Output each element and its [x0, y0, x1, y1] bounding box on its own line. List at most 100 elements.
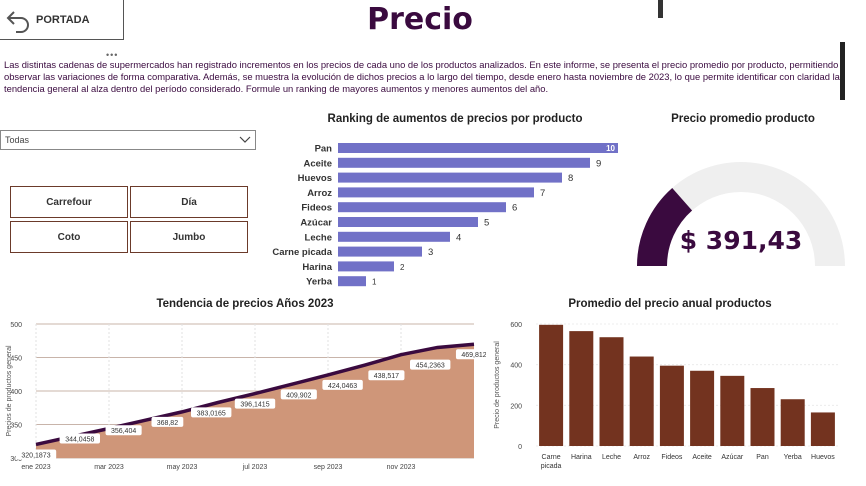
- annual-y-tick-label: 600: [510, 322, 522, 329]
- trend-data-label: 469,812: [461, 352, 486, 359]
- scrollbar-thumb[interactable]: [840, 42, 845, 100]
- annual-category-label: Carne: [542, 454, 561, 461]
- trend-x-tick-label: may 2023: [167, 464, 198, 471]
- trend-data-label-box: [280, 389, 317, 400]
- annual-bar: [599, 337, 624, 446]
- ranking-category-label: Yerba: [306, 277, 333, 288]
- ranking-bar: [338, 217, 478, 227]
- trend-data-label-box: [455, 349, 486, 360]
- ranking-value-label: 3: [428, 247, 433, 258]
- trend-data-label-box: [410, 359, 451, 370]
- annual-bar: [780, 399, 805, 446]
- trend-y-tick-label: 450: [10, 356, 22, 363]
- trend-x-tick-label: nov 2023: [387, 464, 416, 471]
- ranking-category-label: Arroz: [307, 188, 332, 199]
- ranking-bar: [338, 172, 562, 183]
- annual-bar: [690, 370, 715, 446]
- store-filter-dropdown[interactable]: Todas: [0, 130, 256, 150]
- ranking-category-label: Pan: [315, 144, 333, 155]
- annual-category-label: Azúcar: [721, 454, 743, 461]
- ranking-category-label: Carne picada: [272, 247, 332, 258]
- annual-category-label: picada: [541, 463, 562, 470]
- annual-category-label: Pan: [756, 454, 769, 461]
- annual-y-tick-label: 0: [518, 444, 522, 451]
- trend-area-chart: Precios de productos general 500 450 400 350…: [6, 322, 486, 471]
- trend-data-label-box: [368, 370, 405, 381]
- trend-x-tick-label: mar 2023: [94, 464, 124, 471]
- ranking-bar: [338, 202, 506, 213]
- trend-data-label-box: [234, 398, 276, 409]
- trend-data-label: 344,0458: [65, 436, 94, 443]
- gauge-fill: [637, 187, 693, 266]
- gauge-track: [637, 162, 845, 266]
- annual-category-label: Aceite: [692, 454, 712, 461]
- annual-chart-title: Promedio del precio anual productos: [568, 298, 772, 310]
- ranking-value-label: 6: [512, 203, 517, 214]
- ranking-value-label: 9: [596, 158, 601, 169]
- annual-y-axis-label: Precio de productos general: [494, 341, 501, 429]
- trend-data-label: 383,0165: [197, 410, 226, 417]
- trend-data-label: 454,2363: [416, 363, 445, 370]
- store-button-dia[interactable]: Día: [130, 186, 248, 218]
- trend-data-label: 368,82: [157, 420, 179, 427]
- trend-y-tick-label: 350: [10, 423, 22, 430]
- ranking-bar: [338, 246, 422, 257]
- ranking-value-label: 7: [540, 188, 545, 199]
- annual-bar: [810, 412, 835, 446]
- annual-y-tick-label: 200: [510, 403, 522, 410]
- trend-data-label-box: [15, 449, 57, 460]
- trend-x-tick-label: sep 2023: [314, 464, 343, 471]
- ranking-value-label: 1: [372, 278, 377, 287]
- ranking-bar: [338, 143, 618, 153]
- ranking-bar: [338, 231, 450, 242]
- store-button-carrefour[interactable]: Carrefour: [10, 186, 128, 218]
- ranking-value-label: 8: [568, 173, 573, 184]
- trend-data-label: 424,0463: [328, 383, 357, 390]
- back-arrow-icon: [6, 10, 29, 33]
- trend-y-axis-label: Precios de productos general: [6, 345, 13, 436]
- trend-data-label: 438,517: [374, 373, 399, 380]
- divider-bar: [658, 0, 663, 18]
- trend-chart-title: Tendencia de precios Años 2023: [156, 298, 334, 310]
- gauge-value-label: $ 391,43: [679, 226, 803, 255]
- trend-data-label-box: [151, 416, 184, 427]
- annual-bar: [539, 324, 564, 446]
- ranking-category-label: Harina: [302, 262, 332, 273]
- more-options-icon[interactable]: •••: [106, 50, 119, 60]
- ranking-bar: [338, 187, 534, 198]
- store-button-coto[interactable]: Coto: [10, 221, 128, 253]
- portada-back-button[interactable]: PORTADA: [0, 0, 124, 40]
- annual-bar: [750, 388, 775, 446]
- annual-y-tick-label: 400: [510, 363, 522, 370]
- ranking-value-label: 10: [606, 144, 615, 153]
- ranking-bar: [338, 261, 394, 272]
- annual-category-label: Huevos: [811, 454, 835, 461]
- ranking-category-label: Leche: [305, 232, 332, 243]
- ranking-bar: [338, 157, 590, 168]
- trend-data-label: 356,404: [111, 428, 136, 435]
- annual-bar: [659, 365, 684, 446]
- annual-category-label: Leche: [602, 454, 621, 461]
- trend-data-label-box: [105, 425, 142, 436]
- trend-x-tick-label: jul 2023: [242, 464, 268, 471]
- annual-bar: [569, 331, 594, 446]
- annual-bar-chart: Precio de productos general 600 400 200 0 Car…: [494, 322, 838, 470]
- ranking-chart-title: Ranking de aumentos de precios por produ…: [327, 113, 583, 125]
- trend-data-label: 396,1415: [240, 402, 269, 409]
- annual-category-label: Arroz: [633, 454, 650, 461]
- ranking-category-label: Fideos: [301, 203, 332, 214]
- trend-y-tick-label: 400: [10, 389, 22, 396]
- ranking-value-label: 4: [456, 232, 461, 243]
- ranking-category-label: Aceite: [303, 158, 332, 169]
- trend-data-label-box: [191, 407, 232, 418]
- average-price-gauge: [637, 162, 845, 266]
- trend-data-label: 409,902: [286, 392, 311, 399]
- portada-label: PORTADA: [36, 13, 90, 26]
- trend-y-tick-label: 500: [10, 322, 22, 329]
- store-button-jumbo[interactable]: Jumbo: [130, 221, 248, 253]
- trend-y-tick-label: 300: [10, 456, 22, 463]
- page-title: Precio: [367, 2, 473, 37]
- trend-data-label-box: [59, 433, 100, 444]
- annual-bar: [629, 356, 654, 446]
- ranking-category-label: Azúcar: [300, 218, 332, 229]
